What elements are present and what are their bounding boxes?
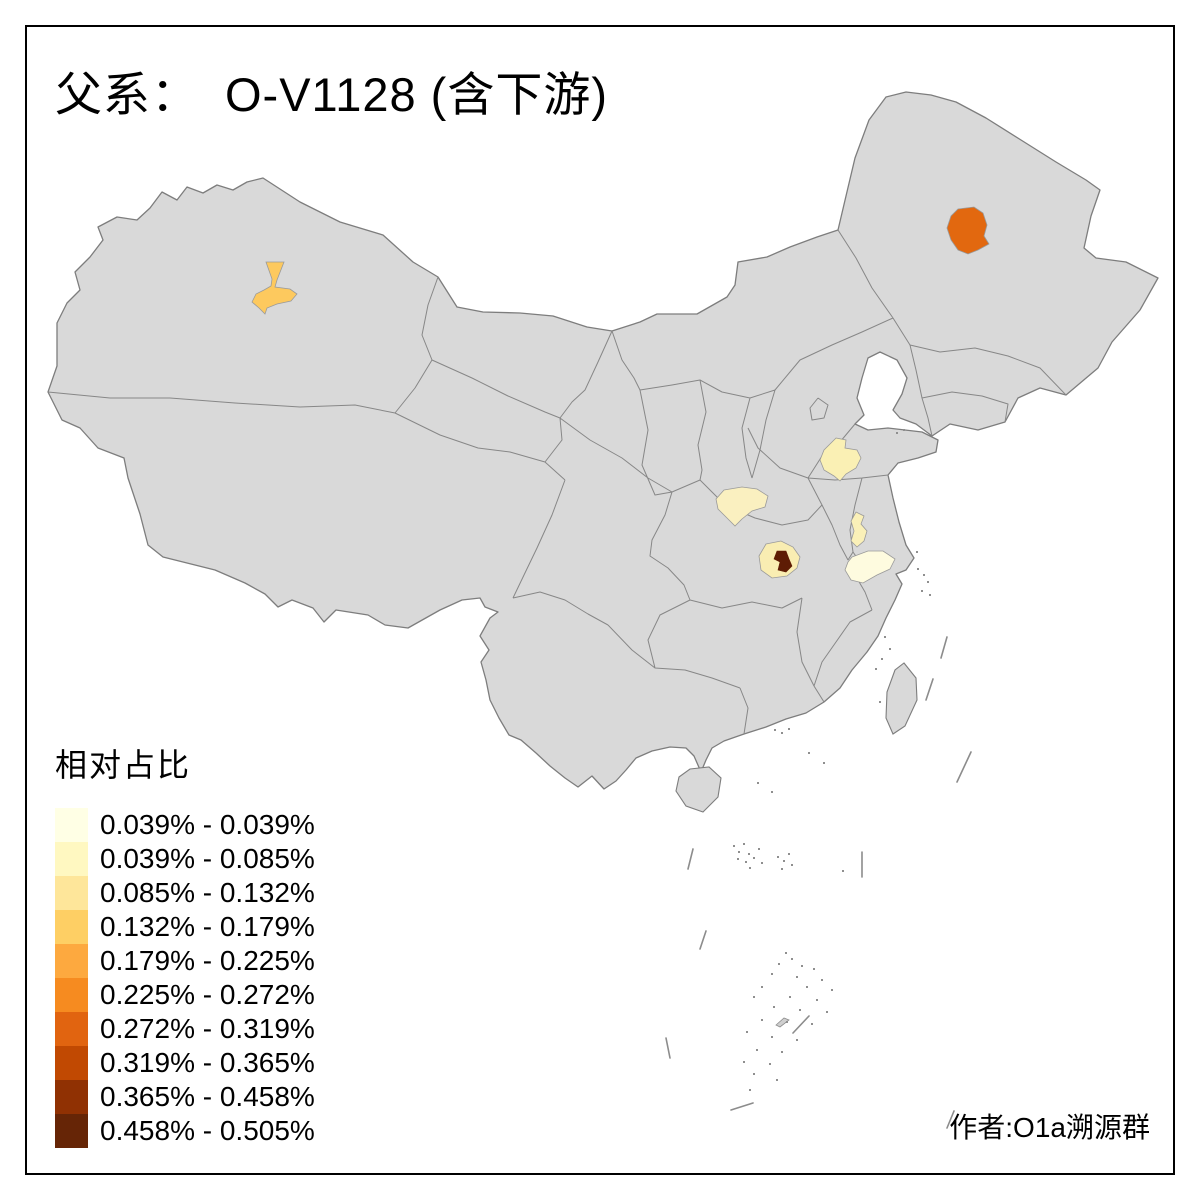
region-south-anhui-zhejiang-highlight (844, 550, 896, 584)
region-hubei-inner-highlight (773, 550, 793, 573)
legend-label: 0.039% - 0.085% (100, 843, 315, 874)
china-mainland-shape (47, 91, 1159, 790)
legend-label: 0.132% - 0.179% (100, 911, 315, 942)
title-haplogroup: O-V1128 (含下游) (225, 68, 608, 121)
page-title: 父系： O-V1128 (含下游) (55, 56, 608, 125)
legend-label: 0.272% - 0.319% (100, 1013, 315, 1044)
legend-swatch (55, 1012, 88, 1046)
region-shandong-highlight (819, 437, 862, 482)
legend-label: 0.365% - 0.458% (100, 1081, 315, 1112)
hainan-island (675, 766, 722, 813)
legend-swatch (55, 910, 88, 944)
legend: 相对占比 0.039% - 0.039% 0.039% - 0.085% 0.0… (55, 740, 315, 1148)
legend-row: 0.458% - 0.505% (55, 1114, 315, 1148)
legend-row: 0.039% - 0.039% (55, 808, 315, 842)
small-island-polygon (775, 1017, 790, 1028)
legend-swatch (55, 1114, 88, 1148)
legend-label: 0.225% - 0.272% (100, 979, 315, 1010)
legend-row: 0.179% - 0.225% (55, 944, 315, 978)
legend-swatch (55, 1046, 88, 1080)
legend-label: 0.458% - 0.505% (100, 1115, 315, 1146)
legend-row: 0.225% - 0.272% (55, 978, 315, 1012)
legend-label: 0.179% - 0.225% (100, 945, 315, 976)
legend-row: 0.085% - 0.132% (55, 876, 315, 910)
legend-swatch (55, 1080, 88, 1114)
legend-swatch (55, 876, 88, 910)
taiwan-island (885, 662, 918, 735)
legend-label: 0.319% - 0.365% (100, 1047, 315, 1078)
legend-label: 0.039% - 0.039% (100, 809, 315, 840)
legend-row: 0.039% - 0.085% (55, 842, 315, 876)
legend-row: 0.272% - 0.319% (55, 1012, 315, 1046)
legend-swatch (55, 944, 88, 978)
region-anhui-highlight (850, 511, 868, 548)
author-credit: 作者:O1a溯源群 (949, 1112, 1150, 1143)
legend-row: 0.132% - 0.179% (55, 910, 315, 944)
legend-title: 相对占比 (55, 747, 192, 783)
sea-boundary-dashes (665, 636, 972, 1129)
legend-swatch (55, 842, 88, 876)
region-heilongjiang-highlight (946, 206, 990, 255)
title-prefix: 父系： (55, 68, 199, 121)
legend-label: 0.085% - 0.132% (100, 877, 315, 908)
legend-swatch (55, 978, 88, 1012)
region-henan-highlight (715, 486, 769, 527)
region-xinjiang-highlight (251, 261, 298, 315)
legend-swatch (55, 808, 88, 842)
legend-row: 0.319% - 0.365% (55, 1046, 315, 1080)
legend-row: 0.365% - 0.458% (55, 1080, 315, 1114)
